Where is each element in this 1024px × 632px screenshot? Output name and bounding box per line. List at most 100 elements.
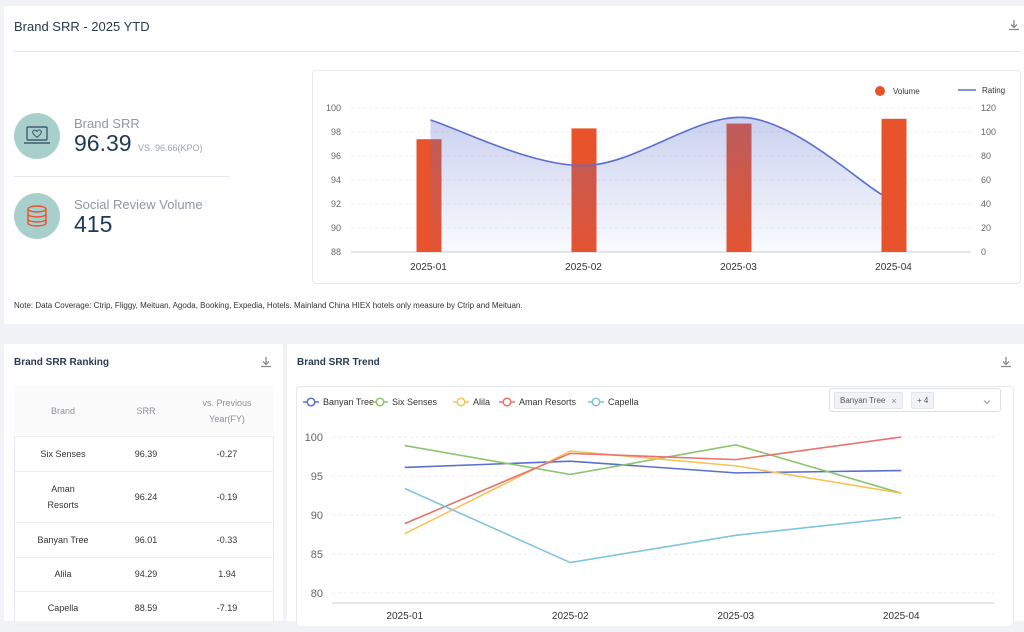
- row-vs: 1.94: [180, 557, 274, 592]
- ranking-download-icon[interactable]: [259, 355, 273, 369]
- x-axis-tick-label: 2025-02: [565, 262, 602, 273]
- column-header-vs-previous[interactable]: vs. Previous Year(FY): [180, 386, 274, 437]
- kpi-brand-srr-value: 96.39: [74, 130, 132, 156]
- download-icon[interactable]: [1007, 18, 1021, 32]
- legend-marker-dot: [591, 397, 601, 407]
- selected-brand-tag[interactable]: Banyan Tree ×: [834, 392, 903, 409]
- y-axis-tick-label: 80: [311, 588, 323, 600]
- left-axis-tick-label: 88: [331, 247, 341, 257]
- trend-download-icon[interactable]: [999, 355, 1013, 369]
- trend-card: Brand SRR Trend 80 85 90 95 100 2025-01 2025-0…: [287, 344, 1024, 626]
- left-axis-tick-label: 92: [331, 199, 341, 209]
- more-brands-tag: + 4: [911, 392, 935, 409]
- ranking-header-row: Brand SRR vs. Previous Year(FY): [14, 386, 274, 437]
- column-header-brand[interactable]: Brand: [14, 386, 112, 437]
- kpi-review-volume-value: 415: [74, 211, 113, 237]
- legend-label: Six Senses: [392, 397, 438, 407]
- kpi-divider: [14, 176, 229, 177]
- table-row: Aman Resorts 96.24 -0.19: [14, 471, 274, 523]
- legend-label: Aman Resorts: [519, 397, 577, 407]
- left-axis-tick-label: 100: [326, 103, 341, 113]
- legend-rating-label: Rating: [982, 86, 1005, 95]
- row-srr: 94.29: [112, 557, 180, 592]
- right-axis-tick-label: 20: [981, 223, 991, 233]
- row-vs: -0.19: [180, 471, 274, 523]
- row-brand: Alila: [14, 557, 112, 592]
- x-axis-tick-label: 2025-03: [717, 611, 754, 622]
- page-title: Brand SRR - 2025 YTD: [14, 19, 150, 34]
- row-vs: -7.19: [180, 591, 274, 626]
- ranking-title: Brand SRR Ranking: [14, 357, 110, 368]
- kpi-brand-srr-label: Brand SRR: [74, 116, 140, 131]
- left-axis-tick-label: 96: [331, 151, 341, 161]
- laptop-heart-icon: [14, 113, 60, 159]
- row-srr: 88.59: [112, 591, 180, 626]
- series-line-six-senses: [404, 443, 902, 494]
- summary-card: Brand SRR - 2025 YTD Brand SRR 96.39 VS.…: [4, 6, 1024, 324]
- series-line-capella: [404, 487, 902, 564]
- row-srr: 96.39: [112, 436, 180, 472]
- x-axis-tick-label: 2025-04: [875, 262, 912, 273]
- table-row: Banyan Tree 96.01 -0.33: [14, 522, 274, 558]
- legend-marker-dot: [306, 397, 316, 407]
- row-vs: -0.33: [180, 522, 274, 558]
- legend-marker-dot: [456, 397, 466, 407]
- volume-rating-chart-box: 88 90 92 94 96 98 100 0 20 40 60 80 100 120 2025-01 202…: [312, 70, 1021, 284]
- right-axis-tick-label: 120: [981, 103, 996, 113]
- ranking-table: Brand SRR vs. Previous Year(FY) Six Sens…: [14, 386, 274, 626]
- right-axis-tick-label: 40: [981, 199, 991, 209]
- trend-chart: 80 85 90 95 100 2025-01 2025-02 2025-03 2025-04 B…: [303, 397, 994, 622]
- row-brand: Capella: [14, 591, 112, 626]
- x-axis-tick-label: 2025-04: [883, 611, 920, 622]
- kpi-review-volume-label: Social Review Volume: [74, 197, 203, 212]
- volume-rating-chart: 88 90 92 94 96 98 100 0 20 40 60 80 100 120 2025-01 202…: [326, 86, 1005, 273]
- right-axis-tick-label: 60: [981, 175, 991, 185]
- chevron-down-icon[interactable]: [982, 394, 992, 412]
- legend-label: Alila: [473, 397, 490, 407]
- row-brand-line2: Resorts: [47, 499, 79, 510]
- y-axis-tick-label: 90: [311, 510, 323, 522]
- table-row: Alila 94.29 1.94: [14, 557, 274, 592]
- row-brand: Banyan Tree: [14, 522, 112, 558]
- column-header-vs-line1: vs. Previous: [202, 397, 252, 408]
- row-brand: Aman Resorts: [14, 471, 112, 523]
- left-axis-tick-label: 94: [331, 175, 341, 185]
- y-axis-tick-label: 100: [305, 432, 323, 444]
- table-row: Capella 88.59 -7.19: [14, 591, 274, 626]
- legend-volume-marker: [875, 86, 885, 96]
- x-axis-tick-label: 2025-02: [552, 611, 589, 622]
- column-header-vs-line2: Year(FY): [209, 413, 245, 424]
- row-srr: 96.01: [112, 522, 180, 558]
- volume-bar: [881, 118, 907, 252]
- selected-brand-tag-label: Banyan Tree: [840, 396, 886, 405]
- brand-select[interactable]: Banyan Tree × + 4: [829, 388, 1001, 412]
- series-line-alila: [404, 450, 902, 535]
- row-brand-line1: Aman: [51, 483, 75, 494]
- right-axis-tick-label: 80: [981, 151, 991, 161]
- y-axis-tick-label: 95: [311, 471, 323, 483]
- x-axis-tick-label: 2025-03: [720, 262, 757, 273]
- right-axis-tick-label: 0: [981, 247, 986, 257]
- column-header-srr[interactable]: SRR: [112, 386, 180, 437]
- trend-title: Brand SRR Trend: [297, 357, 380, 368]
- tag-close-icon[interactable]: ×: [891, 395, 897, 406]
- trend-chart-box: 80 85 90 95 100 2025-01 2025-02 2025-03 2025-04 B…: [296, 386, 1014, 626]
- legend-label: Banyan Tree: [323, 397, 374, 407]
- rating-line: [430, 116, 882, 196]
- y-axis-tick-label: 85: [311, 549, 323, 561]
- header-divider: [14, 51, 1021, 52]
- series-line-aman-resorts: [404, 436, 902, 525]
- left-axis-tick-label: 98: [331, 127, 341, 137]
- kpi-brand-srr-comparison: VS. 96.66(KPO): [138, 143, 203, 153]
- legend-label: Capella: [608, 397, 639, 407]
- x-axis-tick-label: 2025-01: [386, 611, 423, 622]
- row-srr: 96.24: [112, 471, 180, 523]
- row-brand: Six Senses: [14, 436, 112, 472]
- right-axis-tick-label: 100: [981, 127, 996, 137]
- ranking-card: Brand SRR Ranking Brand SRR vs. Previous…: [4, 344, 283, 626]
- row-vs: -0.27: [180, 436, 274, 472]
- x-axis-tick-label: 2025-01: [410, 262, 447, 273]
- left-axis-tick-label: 90: [331, 223, 341, 233]
- data-coverage-note: Note: Data Coverage: Ctrip, Fliggy, Meit…: [14, 301, 523, 310]
- legend-volume-label: Volume: [893, 87, 920, 96]
